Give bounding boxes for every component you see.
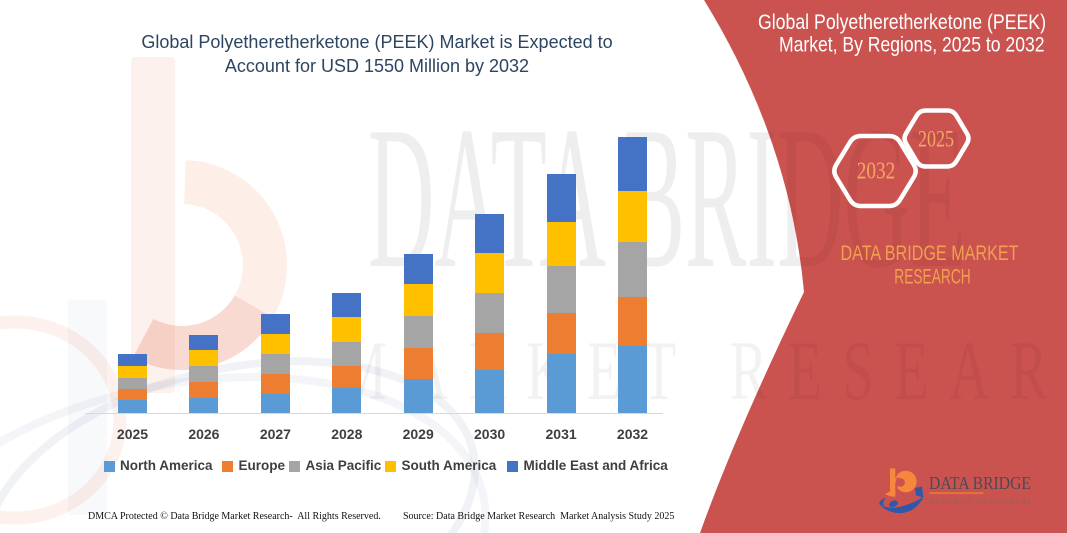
svg-text:DATA BRIDGE MARKET: DATA BRIDGE MARKET — [841, 242, 1019, 265]
svg-text:RESEARCH: RESEARCH — [894, 266, 971, 289]
svg-text:DATA BRIDGE: DATA BRIDGE — [368, 85, 966, 311]
svg-text:Global Polyetheretherketone (P: Global Polyetheretherketone (PEEK) — [758, 10, 1046, 34]
svg-text:2025: 2025 — [918, 127, 954, 152]
svg-text:DATA BRIDGE: DATA BRIDGE — [929, 473, 1031, 493]
svg-text:MARKET RESEARCH: MARKET RESEARCH — [929, 497, 1030, 506]
svg-text:Market, By Regions, 2025 to 20: Market, By Regions, 2025 to 2032 — [779, 33, 1045, 57]
svg-text:2032: 2032 — [857, 158, 896, 184]
